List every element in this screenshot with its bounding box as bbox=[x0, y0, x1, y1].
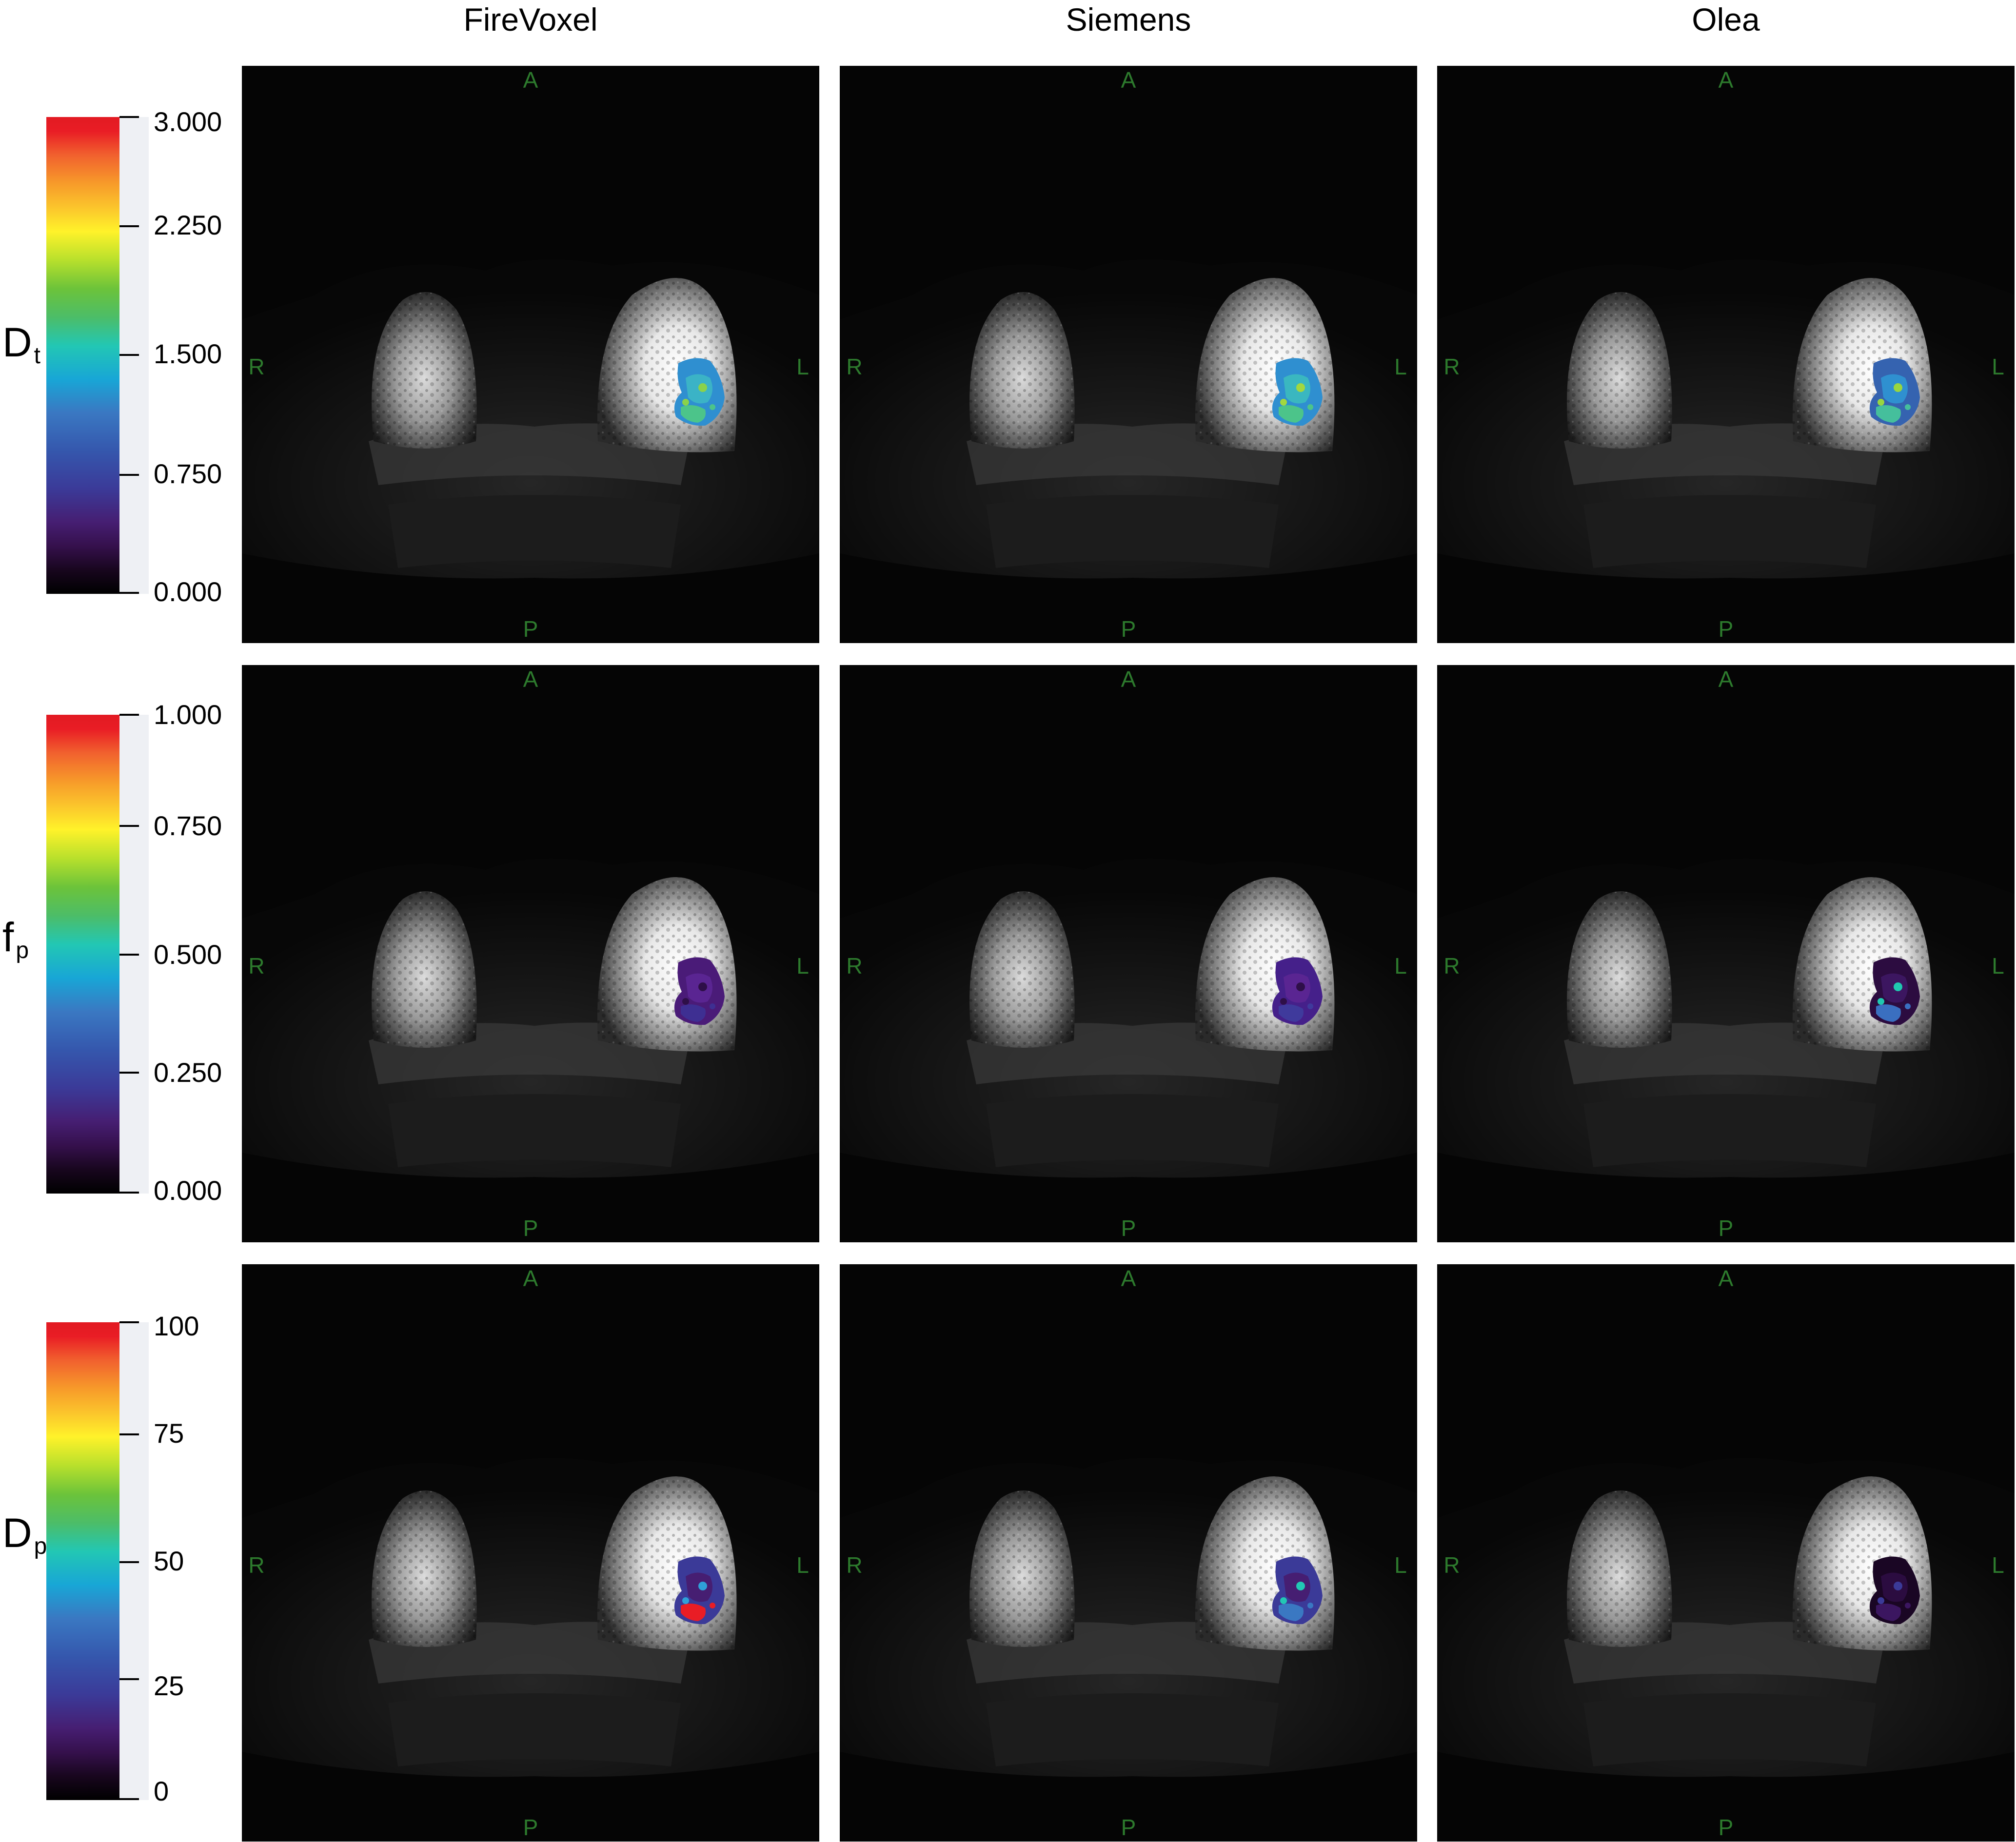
orientation-posterior: P bbox=[523, 1215, 538, 1241]
orientation-left: L bbox=[1394, 1552, 1407, 1578]
orientation-anterior: A bbox=[1121, 666, 1136, 692]
mri-panel-fp-firevoxel: A P R L bbox=[242, 665, 819, 1242]
orientation-posterior: P bbox=[1121, 616, 1136, 642]
tick-mark bbox=[119, 116, 139, 118]
orientation-left: L bbox=[796, 354, 809, 379]
mri-image bbox=[840, 66, 1417, 643]
tick-label: 0.000 bbox=[154, 1175, 222, 1206]
tick-label: 0.750 bbox=[154, 810, 222, 841]
orientation-right: R bbox=[846, 354, 863, 379]
mri-panel-fp-olea: A P R L bbox=[1437, 665, 2015, 1242]
orientation-anterior: A bbox=[523, 1266, 538, 1291]
tick-mark bbox=[119, 714, 139, 716]
colorbar-dt bbox=[46, 117, 119, 594]
tick-mark bbox=[119, 592, 139, 594]
mri-image bbox=[1437, 665, 2015, 1242]
orientation-left: L bbox=[1992, 1552, 2004, 1578]
orientation-left: L bbox=[1394, 354, 1407, 379]
tick-mark bbox=[119, 354, 139, 356]
mri-image bbox=[1437, 66, 2015, 643]
tick-label: 0.000 bbox=[154, 576, 222, 607]
tick-mark bbox=[119, 954, 139, 956]
param-sub: t bbox=[34, 343, 41, 369]
orientation-anterior: A bbox=[1121, 1266, 1136, 1291]
tick-mark bbox=[119, 825, 139, 827]
tick-label: 3.000 bbox=[154, 106, 222, 137]
param-label-dt: Dt bbox=[2, 322, 51, 368]
param-main: D bbox=[2, 1510, 32, 1556]
tick-mark bbox=[119, 1798, 139, 1800]
tick-mark bbox=[119, 1072, 139, 1074]
orientation-anterior: A bbox=[1718, 67, 1734, 93]
mri-image bbox=[840, 1264, 1417, 1842]
orientation-posterior: P bbox=[1121, 1215, 1136, 1241]
orientation-right: R bbox=[1443, 354, 1460, 379]
mri-panel-dt-siemens: A P R L bbox=[840, 66, 1417, 643]
orientation-anterior: A bbox=[523, 67, 538, 93]
orientation-left: L bbox=[1394, 953, 1407, 979]
orientation-posterior: P bbox=[1718, 1215, 1734, 1241]
tick-label: 1.500 bbox=[154, 338, 222, 369]
tick-label: 100 bbox=[154, 1311, 199, 1341]
mri-panel-dp-firevoxel: A P R L bbox=[242, 1264, 819, 1842]
param-label-fp: fp bbox=[2, 917, 51, 962]
tick-label: 25 bbox=[154, 1670, 184, 1701]
tick-mark bbox=[119, 1678, 139, 1680]
orientation-posterior: P bbox=[1718, 616, 1734, 642]
tick-label: 50 bbox=[154, 1546, 184, 1576]
mri-image bbox=[242, 1264, 819, 1842]
tick-mark bbox=[119, 1433, 139, 1435]
orientation-left: L bbox=[796, 953, 809, 979]
mri-panel-dp-siemens: A P R L bbox=[840, 1264, 1417, 1842]
orientation-posterior: P bbox=[1718, 1815, 1734, 1840]
orientation-left: L bbox=[1992, 953, 2004, 979]
mri-image bbox=[242, 66, 819, 643]
mri-image bbox=[242, 665, 819, 1242]
orientation-right: R bbox=[248, 354, 265, 379]
orientation-anterior: A bbox=[1718, 666, 1734, 692]
tick-label: 2.250 bbox=[154, 210, 222, 240]
orientation-right: R bbox=[1443, 1552, 1460, 1578]
orientation-right: R bbox=[1443, 953, 1460, 979]
orientation-right: R bbox=[846, 953, 863, 979]
colorbar-fp bbox=[46, 715, 119, 1194]
orientation-left: L bbox=[1992, 354, 2004, 379]
tick-mark bbox=[119, 225, 139, 227]
tick-label: 0.750 bbox=[154, 458, 222, 489]
mri-image bbox=[1437, 1264, 2015, 1842]
param-label-dp: Dp bbox=[2, 1512, 51, 1558]
column-title-siemens: Siemens bbox=[1066, 1, 1191, 38]
mri-panel-dt-olea: A P R L bbox=[1437, 66, 2015, 643]
mri-panel-dp-olea: A P R L bbox=[1437, 1264, 2015, 1842]
tick-mark bbox=[119, 1321, 139, 1323]
orientation-right: R bbox=[248, 953, 265, 979]
tick-mark bbox=[119, 1192, 139, 1194]
orientation-anterior: A bbox=[523, 666, 538, 692]
tick-label: 0.250 bbox=[154, 1057, 222, 1088]
tick-mark bbox=[119, 1561, 139, 1563]
mri-image bbox=[840, 665, 1417, 1242]
orientation-left: L bbox=[796, 1552, 809, 1578]
tick-label: 75 bbox=[154, 1418, 184, 1449]
tick-mark bbox=[119, 474, 139, 476]
tick-label: 1.000 bbox=[154, 699, 222, 730]
param-sub: p bbox=[34, 1533, 47, 1559]
column-title-firevoxel: FireVoxel bbox=[463, 1, 598, 38]
colorbar-dp bbox=[46, 1322, 119, 1800]
orientation-right: R bbox=[248, 1552, 265, 1578]
orientation-anterior: A bbox=[1121, 67, 1136, 93]
tick-label: 0.500 bbox=[154, 939, 222, 970]
param-main: f bbox=[2, 914, 14, 960]
param-sub: p bbox=[16, 938, 29, 963]
column-title-olea: Olea bbox=[1692, 1, 1760, 38]
mri-panel-dt-firevoxel: A P R L bbox=[242, 66, 819, 643]
orientation-posterior: P bbox=[1121, 1815, 1136, 1840]
orientation-posterior: P bbox=[523, 1815, 538, 1840]
orientation-anterior: A bbox=[1718, 1266, 1734, 1291]
param-main: D bbox=[2, 319, 32, 365]
orientation-posterior: P bbox=[523, 616, 538, 642]
tick-label: 0 bbox=[154, 1776, 169, 1806]
mri-panel-fp-siemens: A P R L bbox=[840, 665, 1417, 1242]
orientation-right: R bbox=[846, 1552, 863, 1578]
